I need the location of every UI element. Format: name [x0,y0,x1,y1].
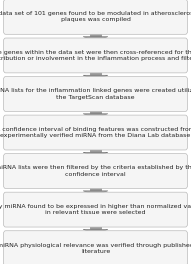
Polygon shape [83,229,108,234]
Polygon shape [83,114,108,118]
Polygon shape [83,75,108,80]
FancyBboxPatch shape [3,115,188,150]
Polygon shape [83,152,108,157]
FancyBboxPatch shape [90,147,101,152]
Text: Only miRNA found to be expressed in higher than normalized values
in relevant ti: Only miRNA found to be expressed in high… [0,204,191,215]
Polygon shape [83,191,108,195]
FancyBboxPatch shape [90,70,101,75]
Text: A confidence interval of binding features was constructed from
experimentally ve: A confidence interval of binding feature… [0,127,191,138]
Text: miRNA physiological relevance was verified through published
literature: miRNA physiological relevance was verifi… [0,243,191,254]
FancyBboxPatch shape [3,0,188,34]
FancyBboxPatch shape [90,224,101,229]
Text: miRNA lists for the inflammation linked genes were created utilizing
the TargetS: miRNA lists for the inflammation linked … [0,88,191,100]
FancyBboxPatch shape [3,38,188,73]
Text: A data set of 101 genes found to be modulated in atherosclerosis
plaques was com: A data set of 101 genes found to be modu… [0,11,191,22]
FancyBboxPatch shape [3,154,188,188]
FancyBboxPatch shape [90,108,101,114]
FancyBboxPatch shape [3,77,188,111]
Text: miRNA lists were then filtered by the criteria established by the
confidence int: miRNA lists were then filtered by the cr… [0,166,191,177]
FancyBboxPatch shape [3,231,188,264]
FancyBboxPatch shape [3,192,188,227]
Polygon shape [83,37,108,41]
FancyBboxPatch shape [90,31,101,37]
Text: The genes within the data set were then cross-referenced for their
contribution : The genes within the data set were then … [0,50,191,61]
FancyBboxPatch shape [90,185,101,191]
